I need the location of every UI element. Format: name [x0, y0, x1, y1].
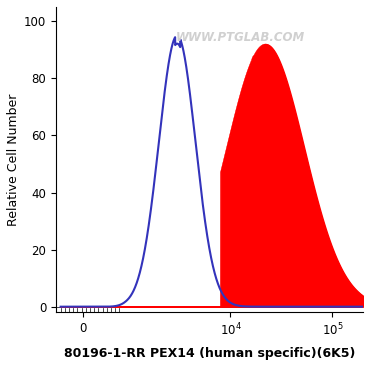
Y-axis label: Relative Cell Number: Relative Cell Number	[7, 94, 20, 226]
Text: WWW.PTGLAB.COM: WWW.PTGLAB.COM	[176, 31, 305, 44]
X-axis label: 80196-1-RR PEX14 (human specific)(6K5): 80196-1-RR PEX14 (human specific)(6K5)	[64, 347, 355, 360]
